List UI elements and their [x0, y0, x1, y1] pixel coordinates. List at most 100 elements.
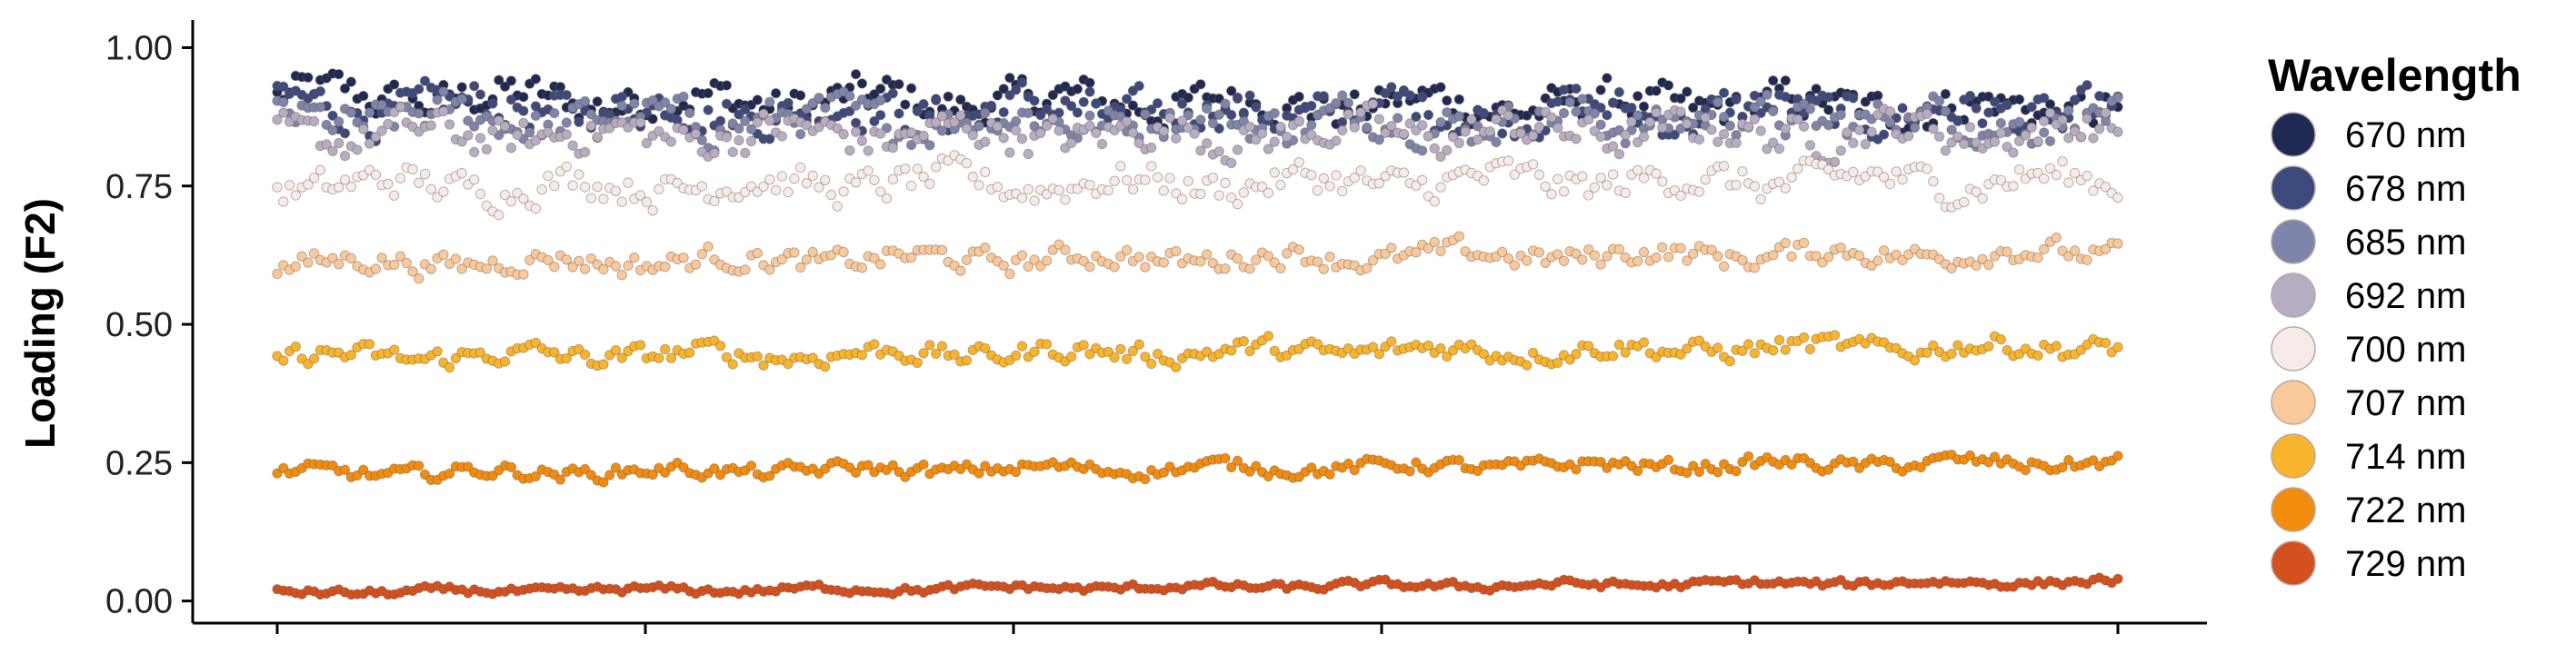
data-point — [1589, 182, 1601, 193]
data-point — [690, 128, 702, 140]
legend-label: 707 nm — [2345, 383, 2466, 423]
data-point — [752, 351, 763, 362]
data-point — [1571, 349, 1582, 360]
data-point — [610, 261, 622, 272]
data-point — [1435, 182, 1446, 193]
data-point — [321, 119, 332, 131]
legend-label: 685 nm — [2345, 223, 2466, 263]
data-point — [887, 88, 898, 99]
data-point — [370, 132, 382, 143]
data-point — [1638, 101, 1650, 112]
data-point — [1971, 260, 1982, 272]
data-point — [1977, 118, 1988, 129]
data-point — [1411, 180, 1422, 191]
data-point — [1195, 188, 1206, 200]
data-point — [401, 257, 412, 269]
data-point — [1244, 121, 1255, 133]
data-point — [1675, 190, 1686, 202]
data-point — [2057, 114, 2068, 125]
data-point — [1121, 353, 1133, 364]
data-point — [887, 173, 898, 185]
data-point — [290, 190, 301, 201]
data-point — [1928, 340, 1939, 351]
data-point — [1189, 128, 1200, 139]
data-point — [303, 257, 314, 268]
data-point — [1306, 119, 1317, 131]
data-point — [1724, 120, 1736, 132]
data-point — [1047, 114, 1059, 124]
legend-label: 692 nm — [2345, 276, 2466, 316]
data-point — [709, 195, 720, 207]
data-point — [530, 74, 542, 84]
data-point — [1940, 88, 1952, 100]
data-point — [1011, 124, 1022, 136]
data-point — [801, 120, 813, 131]
data-point — [1282, 248, 1293, 259]
data-point — [389, 259, 400, 271]
data-point — [727, 359, 738, 370]
data-point — [272, 468, 283, 479]
data-point — [2069, 125, 2081, 137]
data-point — [1373, 178, 1385, 189]
data-point — [869, 174, 880, 186]
data-point — [561, 161, 572, 173]
data-point — [844, 90, 855, 102]
data-point — [856, 135, 868, 146]
data-point — [579, 463, 591, 475]
data-point — [1084, 77, 1095, 88]
data-point — [1835, 242, 1846, 253]
data-point — [955, 110, 966, 121]
data-point — [838, 129, 849, 140]
data-point — [1349, 122, 1360, 133]
data-point — [469, 146, 480, 158]
data-point — [1688, 248, 1699, 260]
data-point — [339, 150, 351, 162]
data-point — [345, 76, 356, 87]
data-point — [1337, 124, 1348, 136]
legend-item: 729 nm — [2271, 540, 2466, 586]
data-point — [1202, 138, 1213, 149]
data-point — [1306, 170, 1317, 181]
data-point — [2039, 243, 2050, 255]
data-point — [1835, 145, 1846, 156]
data-point — [856, 78, 868, 89]
data-point — [647, 205, 658, 216]
data-point — [1478, 107, 1490, 119]
data-point — [364, 339, 375, 350]
legend-item: 707 nm — [2271, 380, 2466, 425]
data-point — [579, 146, 591, 158]
data-point — [1115, 161, 1126, 172]
data-point — [973, 180, 984, 191]
data-point — [352, 144, 363, 155]
data-point — [376, 253, 387, 263]
data-point — [1176, 115, 1188, 126]
data-point — [499, 81, 511, 93]
data-point — [505, 94, 517, 105]
data-point — [1072, 107, 1083, 118]
data-point — [801, 104, 813, 114]
data-point — [1312, 185, 1323, 196]
y-tick-label: 1.00 — [105, 29, 173, 67]
data-point — [660, 343, 671, 355]
data-point — [1952, 115, 1963, 127]
data-point — [1256, 181, 1268, 193]
data-point — [1780, 75, 1792, 86]
data-point — [1595, 84, 1606, 95]
data-point — [585, 253, 597, 264]
data-point — [881, 193, 893, 204]
data-point — [1940, 105, 1952, 117]
data-point — [1811, 251, 1822, 262]
data-point — [1121, 94, 1133, 104]
data-point — [1638, 173, 1650, 183]
data-point — [1780, 124, 1792, 134]
data-point — [1226, 345, 1237, 356]
data-point — [1011, 115, 1022, 127]
data-point — [1423, 109, 1434, 121]
data-point — [740, 264, 751, 275]
data-point — [1337, 185, 1348, 197]
data-point — [752, 186, 763, 197]
y-tick-label: 0.75 — [105, 168, 173, 206]
data-point — [1731, 137, 1742, 149]
data-point — [2100, 243, 2112, 254]
data-point — [1355, 107, 1366, 118]
